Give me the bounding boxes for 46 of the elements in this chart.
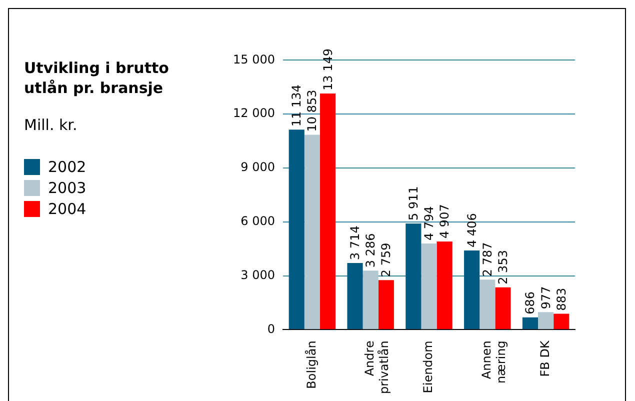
bar xyxy=(288,130,304,330)
data-label: 11 134 xyxy=(290,84,304,127)
data-label: 3 286 xyxy=(364,233,378,268)
x-tick-label: Annen næring xyxy=(480,340,508,384)
bar xyxy=(421,244,437,330)
legend-label: 2002 xyxy=(48,158,86,176)
x-tick-label: Andre privatlån xyxy=(362,340,392,394)
bar xyxy=(320,93,336,330)
legend-label: 2004 xyxy=(48,200,86,218)
data-label: 883 xyxy=(554,288,568,311)
text: Mill. kr. xyxy=(24,116,78,134)
y-tick-label: 9 000 xyxy=(240,160,275,174)
y-tick-label: 12 000 xyxy=(232,106,275,120)
data-label: 4 406 xyxy=(464,213,479,248)
bar xyxy=(538,312,554,330)
bar xyxy=(522,317,538,330)
data-label: 2 787 xyxy=(480,242,494,277)
bar xyxy=(378,280,394,330)
bar xyxy=(436,242,452,330)
data-label: 3 714 xyxy=(348,226,362,260)
y-tick-label: 0 xyxy=(267,322,275,336)
data-label: 2 353 xyxy=(496,250,510,284)
x-tick-label: FB DK xyxy=(538,340,552,377)
x-tick-label: Boliglån xyxy=(304,340,318,389)
data-label: 977 xyxy=(538,286,553,310)
data-label: 13 149 xyxy=(320,48,335,90)
data-label: 2 759 xyxy=(379,242,394,278)
data-label: 4 907 xyxy=(438,204,452,239)
legend-label: 2003 xyxy=(48,178,86,196)
bar xyxy=(554,314,570,330)
bar xyxy=(495,287,511,330)
x-tick-label: Eiendom xyxy=(421,340,436,394)
bar xyxy=(347,262,363,330)
bar xyxy=(480,280,496,330)
data-label: 5 911 xyxy=(406,186,420,220)
y-tick-label: 3 000 xyxy=(240,268,275,282)
data-label: 686 xyxy=(523,291,538,314)
bar xyxy=(406,223,422,330)
data-label: 10 853 xyxy=(305,90,320,132)
text: Utvikling i brutto utlån pr. bransje xyxy=(24,58,170,98)
y-tick-label: 6 000 xyxy=(240,214,275,228)
bar xyxy=(362,270,378,330)
bar xyxy=(464,250,480,330)
bar xyxy=(304,134,320,330)
y-tick-label: 15 000 xyxy=(232,52,275,66)
data-label: 4 794 xyxy=(422,206,436,241)
